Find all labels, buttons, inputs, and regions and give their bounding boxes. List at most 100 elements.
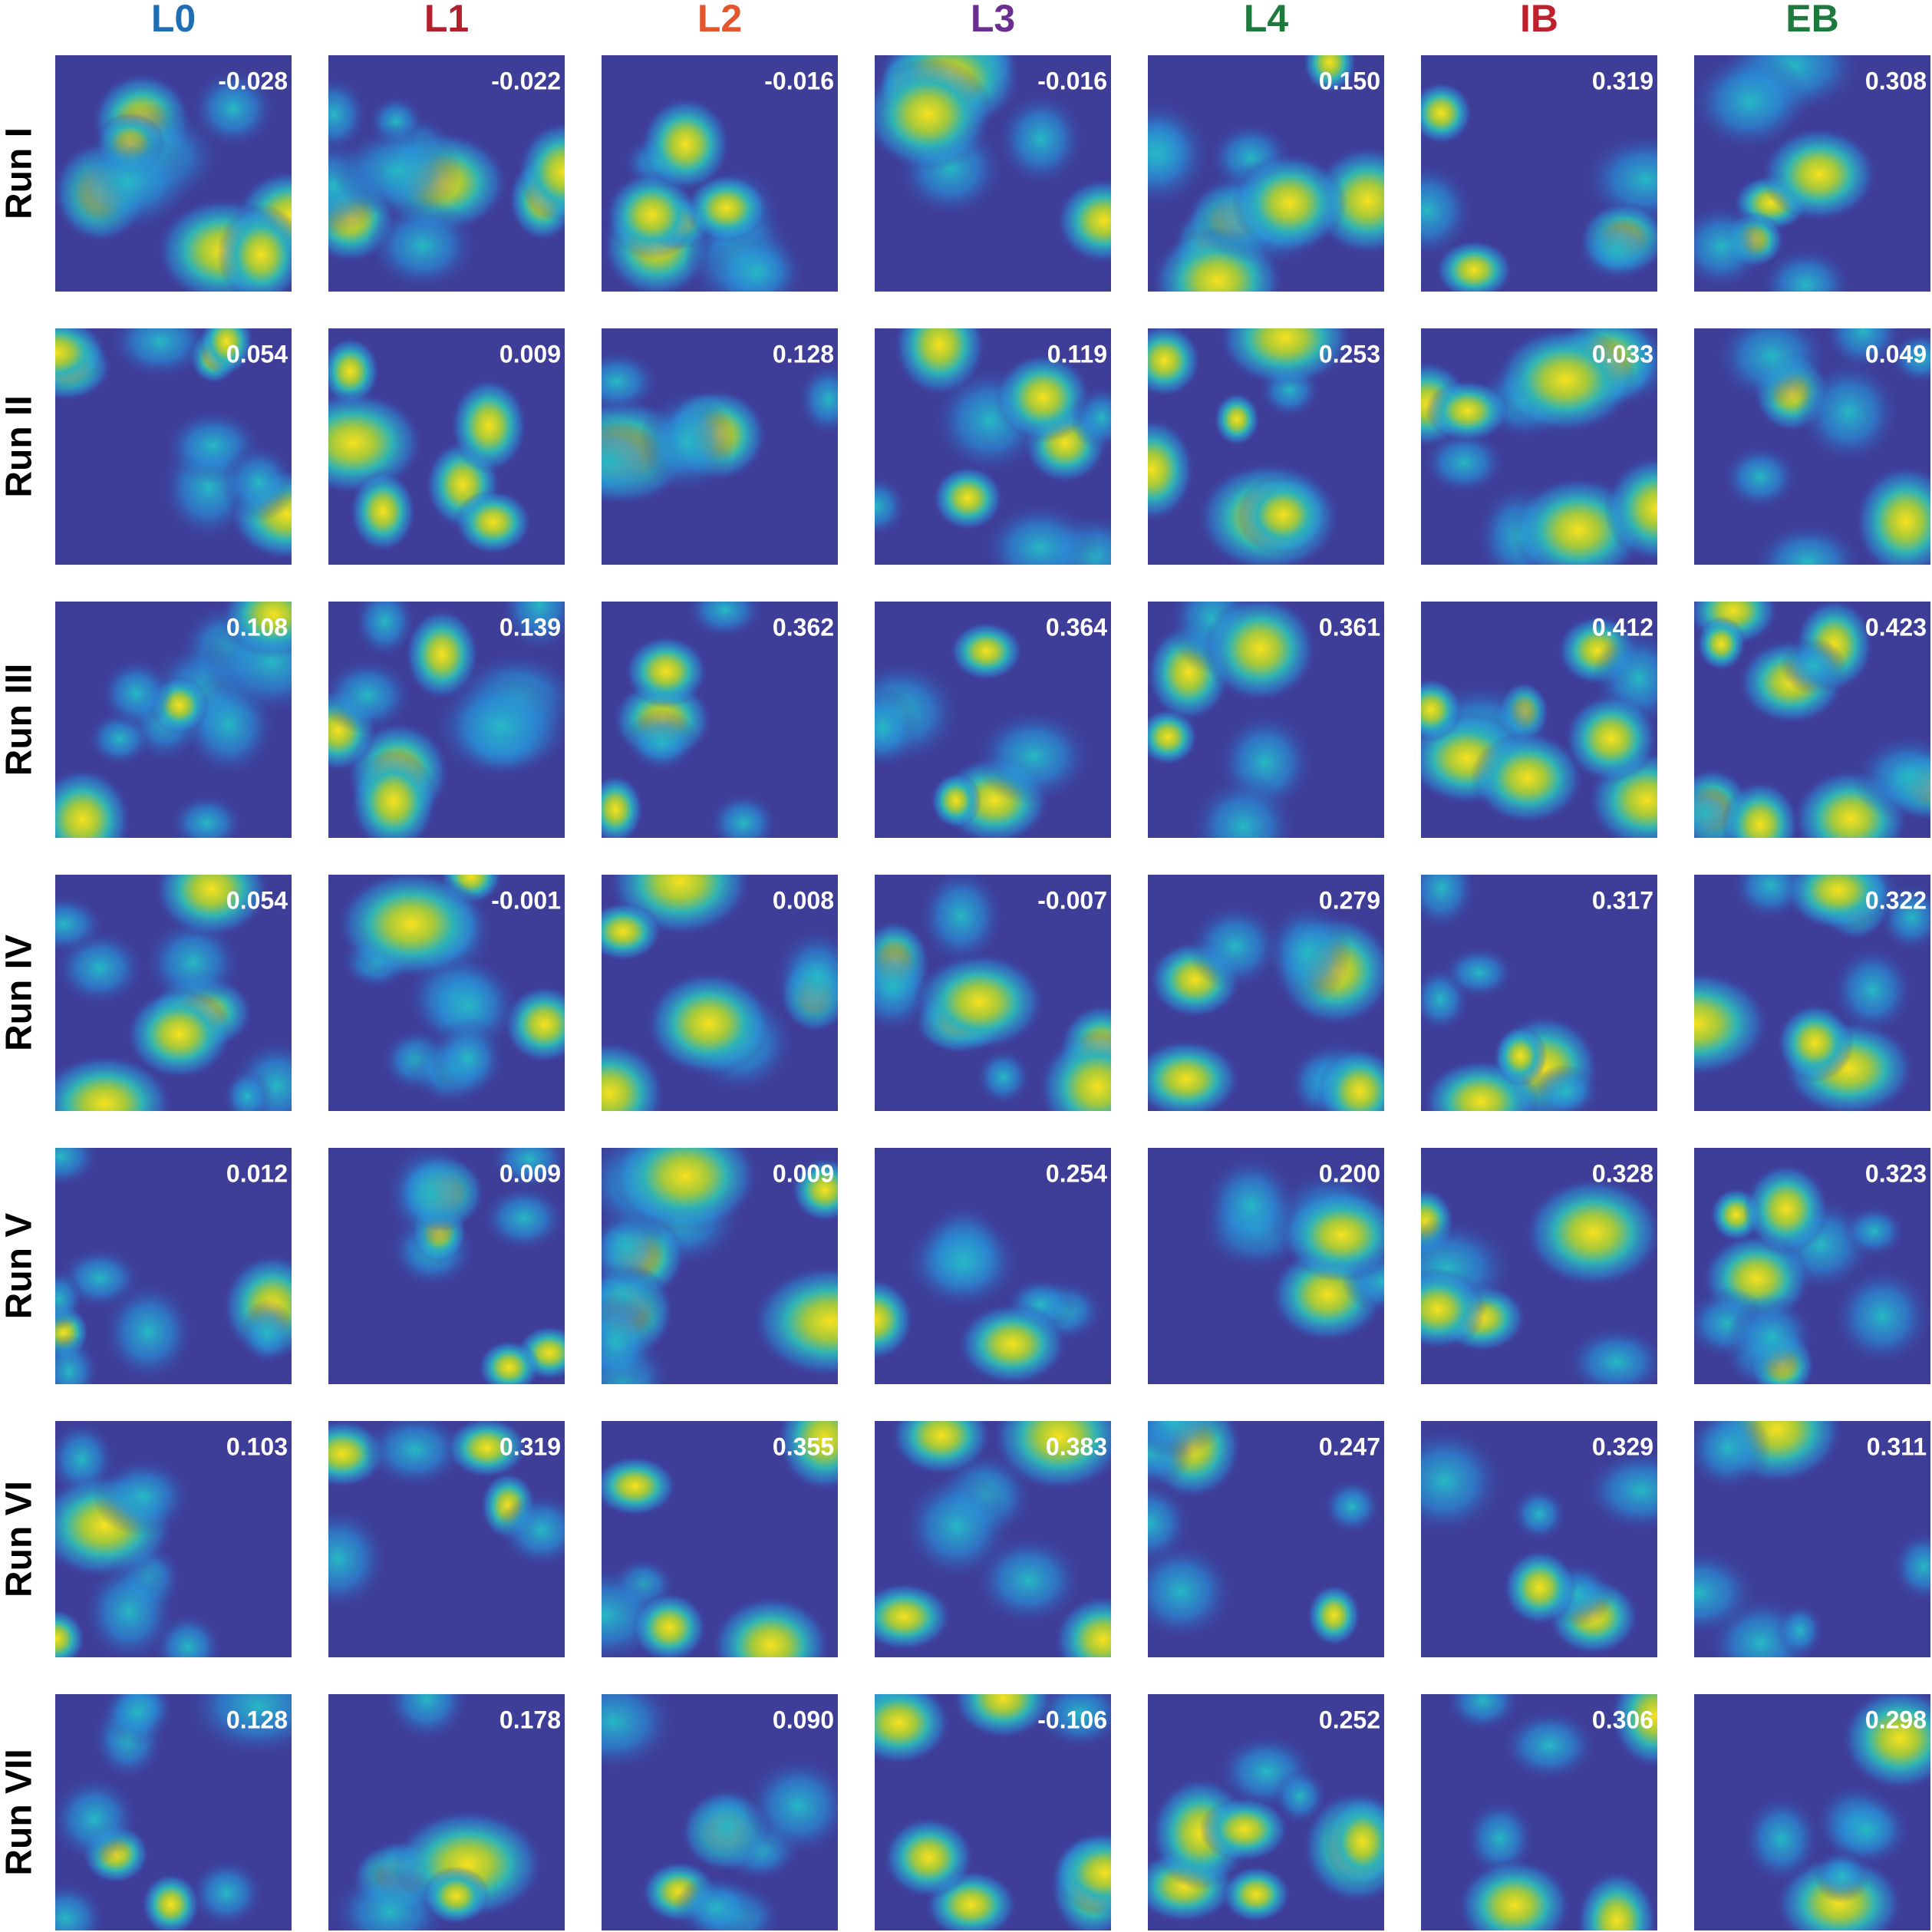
rate-map bbox=[1148, 1421, 1384, 1657]
rate-map bbox=[1148, 1148, 1384, 1384]
firing-field bbox=[1494, 328, 1637, 434]
score: 0.008 bbox=[773, 886, 834, 914]
score: 0.323 bbox=[1865, 1159, 1927, 1187]
firing-field bbox=[450, 377, 529, 474]
firing-field bbox=[1694, 1547, 1761, 1639]
firing-field bbox=[1231, 152, 1347, 255]
rate-map bbox=[1421, 602, 1657, 838]
firing-field bbox=[1851, 732, 1930, 823]
firing-field bbox=[92, 1456, 193, 1537]
firing-field bbox=[994, 352, 1092, 443]
firing-field bbox=[684, 602, 766, 640]
firing-field bbox=[1530, 1063, 1601, 1111]
row-label: Run III bbox=[0, 664, 40, 776]
score: 0.128 bbox=[226, 1706, 288, 1733]
rate-map bbox=[1148, 1694, 1384, 1930]
firing-field bbox=[890, 1421, 992, 1476]
rate-map bbox=[55, 1148, 292, 1384]
score: 0.306 bbox=[1592, 1706, 1653, 1733]
firing-field bbox=[328, 1865, 451, 1930]
firing-field bbox=[1470, 730, 1585, 826]
firing-field bbox=[1694, 55, 1812, 153]
firing-field bbox=[1829, 944, 1916, 1037]
firing-field bbox=[602, 901, 663, 962]
firing-field bbox=[352, 602, 417, 660]
score: 0.355 bbox=[773, 1433, 834, 1460]
rate-map bbox=[1421, 328, 1657, 565]
firing-field bbox=[1604, 454, 1657, 563]
rate-map bbox=[55, 1421, 292, 1657]
score: -0.022 bbox=[491, 67, 561, 94]
firing-field bbox=[216, 203, 292, 292]
firing-field bbox=[1841, 1204, 1907, 1258]
score: -0.016 bbox=[764, 67, 834, 94]
score: 0.311 bbox=[1867, 1433, 1927, 1460]
firing-field bbox=[1775, 1003, 1855, 1083]
score: 0.054 bbox=[226, 886, 288, 914]
firing-field bbox=[1564, 693, 1657, 784]
rate-map bbox=[1421, 1148, 1657, 1384]
score: 0.150 bbox=[1319, 67, 1380, 94]
firing-field bbox=[639, 387, 735, 496]
firing-field bbox=[1148, 1540, 1236, 1643]
rate-map bbox=[328, 1694, 565, 1930]
firing-field bbox=[901, 1470, 1014, 1583]
score: -0.001 bbox=[491, 886, 561, 914]
firing-field bbox=[1306, 1584, 1362, 1647]
firing-field bbox=[55, 1148, 101, 1189]
rate-map bbox=[328, 328, 565, 565]
firing-field bbox=[1502, 1548, 1578, 1627]
firing-field bbox=[1841, 1694, 1930, 1792]
firing-field bbox=[188, 1857, 265, 1929]
firing-field bbox=[1280, 1188, 1384, 1282]
rate-map bbox=[328, 602, 565, 838]
firing-field bbox=[916, 875, 1006, 968]
firing-field bbox=[328, 336, 381, 407]
firing-field bbox=[499, 602, 565, 654]
score: -0.028 bbox=[218, 67, 288, 94]
firing-field bbox=[384, 1148, 478, 1246]
column-label: L4 bbox=[1244, 0, 1289, 40]
score: 0.128 bbox=[773, 340, 834, 368]
firing-field bbox=[972, 707, 1095, 806]
firing-field bbox=[332, 123, 463, 218]
firing-field bbox=[140, 1872, 201, 1930]
firing-field bbox=[980, 500, 1100, 565]
firing-field bbox=[1694, 202, 1769, 292]
firing-field bbox=[948, 621, 1024, 681]
firing-field bbox=[974, 1047, 1032, 1106]
firing-field bbox=[488, 1148, 565, 1190]
firing-field bbox=[1186, 902, 1284, 991]
firing-field bbox=[1742, 1162, 1830, 1255]
firing-field bbox=[125, 987, 233, 1080]
firing-field bbox=[1148, 1421, 1224, 1459]
firing-field bbox=[1148, 707, 1198, 767]
firing-field bbox=[516, 120, 565, 223]
firing-field bbox=[930, 772, 982, 829]
firing-field bbox=[55, 894, 106, 955]
rate-map bbox=[1694, 1148, 1930, 1384]
firing-field bbox=[1575, 216, 1657, 283]
firing-field bbox=[1188, 773, 1298, 838]
firing-field bbox=[951, 1694, 1054, 1740]
firing-field bbox=[1444, 1694, 1522, 1733]
rate-map bbox=[602, 328, 838, 565]
firing-field bbox=[882, 1816, 975, 1899]
firing-field bbox=[1425, 379, 1510, 443]
firing-field bbox=[1694, 1421, 1772, 1492]
score: 0.298 bbox=[1865, 1706, 1927, 1733]
score: 0.200 bbox=[1319, 1159, 1380, 1187]
firing-field bbox=[445, 1421, 529, 1479]
firing-field bbox=[707, 790, 780, 838]
score: 0.252 bbox=[1319, 1706, 1380, 1733]
firing-field bbox=[81, 1558, 178, 1657]
row-label: Run VI bbox=[0, 1481, 40, 1597]
score: 0.328 bbox=[1592, 1159, 1653, 1187]
firing-field bbox=[602, 1455, 678, 1517]
firing-field bbox=[1720, 780, 1800, 838]
rate-map bbox=[328, 1421, 565, 1657]
score: 0.054 bbox=[226, 340, 288, 368]
firing-field bbox=[1499, 1708, 1599, 1783]
firing-field bbox=[875, 1694, 952, 1766]
